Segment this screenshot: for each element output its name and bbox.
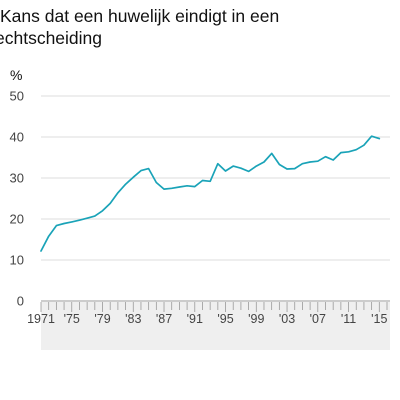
chart-title-line-2: echtscheiding — [0, 28, 103, 48]
data-point — [40, 250, 42, 252]
data-point — [286, 168, 288, 170]
y-axis-unit-label: % — [10, 67, 23, 83]
chart-title: Kans dat een huwelijk eindigt in een ech… — [0, 5, 396, 49]
data-point — [371, 135, 373, 137]
data-point — [117, 192, 119, 194]
data-point — [63, 222, 65, 224]
x-tick-label: '11 — [341, 312, 356, 326]
data-point — [194, 186, 196, 188]
data-point — [224, 170, 226, 172]
data-point — [132, 176, 134, 178]
data-point — [248, 170, 250, 172]
data-point — [94, 215, 96, 217]
data-point — [163, 188, 165, 190]
x-tick-label: '75 — [64, 312, 80, 326]
y-tick-label: 10 — [10, 253, 24, 268]
x-tick-label: '87 — [156, 312, 172, 326]
x-tick-label: '15 — [371, 312, 387, 326]
data-point — [55, 224, 57, 226]
data-point — [347, 151, 349, 153]
x-tick-label: '03 — [279, 312, 295, 326]
data-point — [124, 183, 126, 185]
data-point — [109, 202, 111, 204]
y-axis-ticks: 0 10 20 30 40 50 — [10, 89, 24, 309]
data-point — [271, 152, 273, 154]
data-point — [48, 235, 50, 237]
data-point — [155, 181, 157, 183]
data-point — [332, 159, 334, 161]
data-point — [263, 161, 265, 163]
data-point — [148, 167, 150, 169]
data-point — [101, 210, 103, 212]
data-point — [301, 163, 303, 165]
x-tick-label: '83 — [125, 312, 141, 326]
data-point — [140, 170, 142, 172]
y-tick-label: 50 — [10, 89, 24, 104]
gridlines — [41, 95, 390, 302]
data-point — [278, 163, 280, 165]
data-point — [209, 180, 211, 182]
data-point — [294, 167, 296, 169]
data-point — [86, 217, 88, 219]
data-point — [363, 144, 365, 146]
data-point — [232, 165, 234, 167]
data-point — [340, 151, 342, 153]
x-tick-label: '99 — [248, 312, 264, 326]
x-axis-band — [41, 302, 390, 350]
data-point — [317, 160, 319, 162]
data-point — [171, 187, 173, 189]
y-tick-label: 0 — [17, 294, 24, 309]
data-point — [324, 156, 326, 158]
data-point — [178, 186, 180, 188]
data-point — [186, 185, 188, 187]
y-tick-label: 40 — [10, 130, 24, 145]
data-point — [78, 219, 80, 221]
data-point — [255, 165, 257, 167]
series-line-0 — [40, 135, 381, 252]
x-tick-label: 1971 — [27, 312, 55, 326]
data-point — [240, 167, 242, 169]
x-tick-label: '95 — [217, 312, 233, 326]
x-tick-label: '79 — [94, 312, 110, 326]
data-point — [201, 179, 203, 181]
data-point — [355, 149, 357, 151]
y-tick-label: 20 — [10, 212, 24, 227]
series-group — [40, 135, 381, 252]
y-tick-label: 30 — [10, 171, 24, 186]
x-tick-label: '07 — [310, 312, 326, 326]
x-tick-label: '91 — [187, 312, 203, 326]
data-point — [378, 138, 380, 140]
data-point — [217, 163, 219, 165]
data-point — [309, 161, 311, 163]
chart-title-line-1: Kans dat een huwelijk eindigt in een — [0, 6, 280, 26]
data-point — [71, 221, 73, 223]
x-axis-ticks: 1971 '75 '79 '83 '87 '91 '95 '99 '03 '07 '11 '15 — [27, 302, 388, 326]
